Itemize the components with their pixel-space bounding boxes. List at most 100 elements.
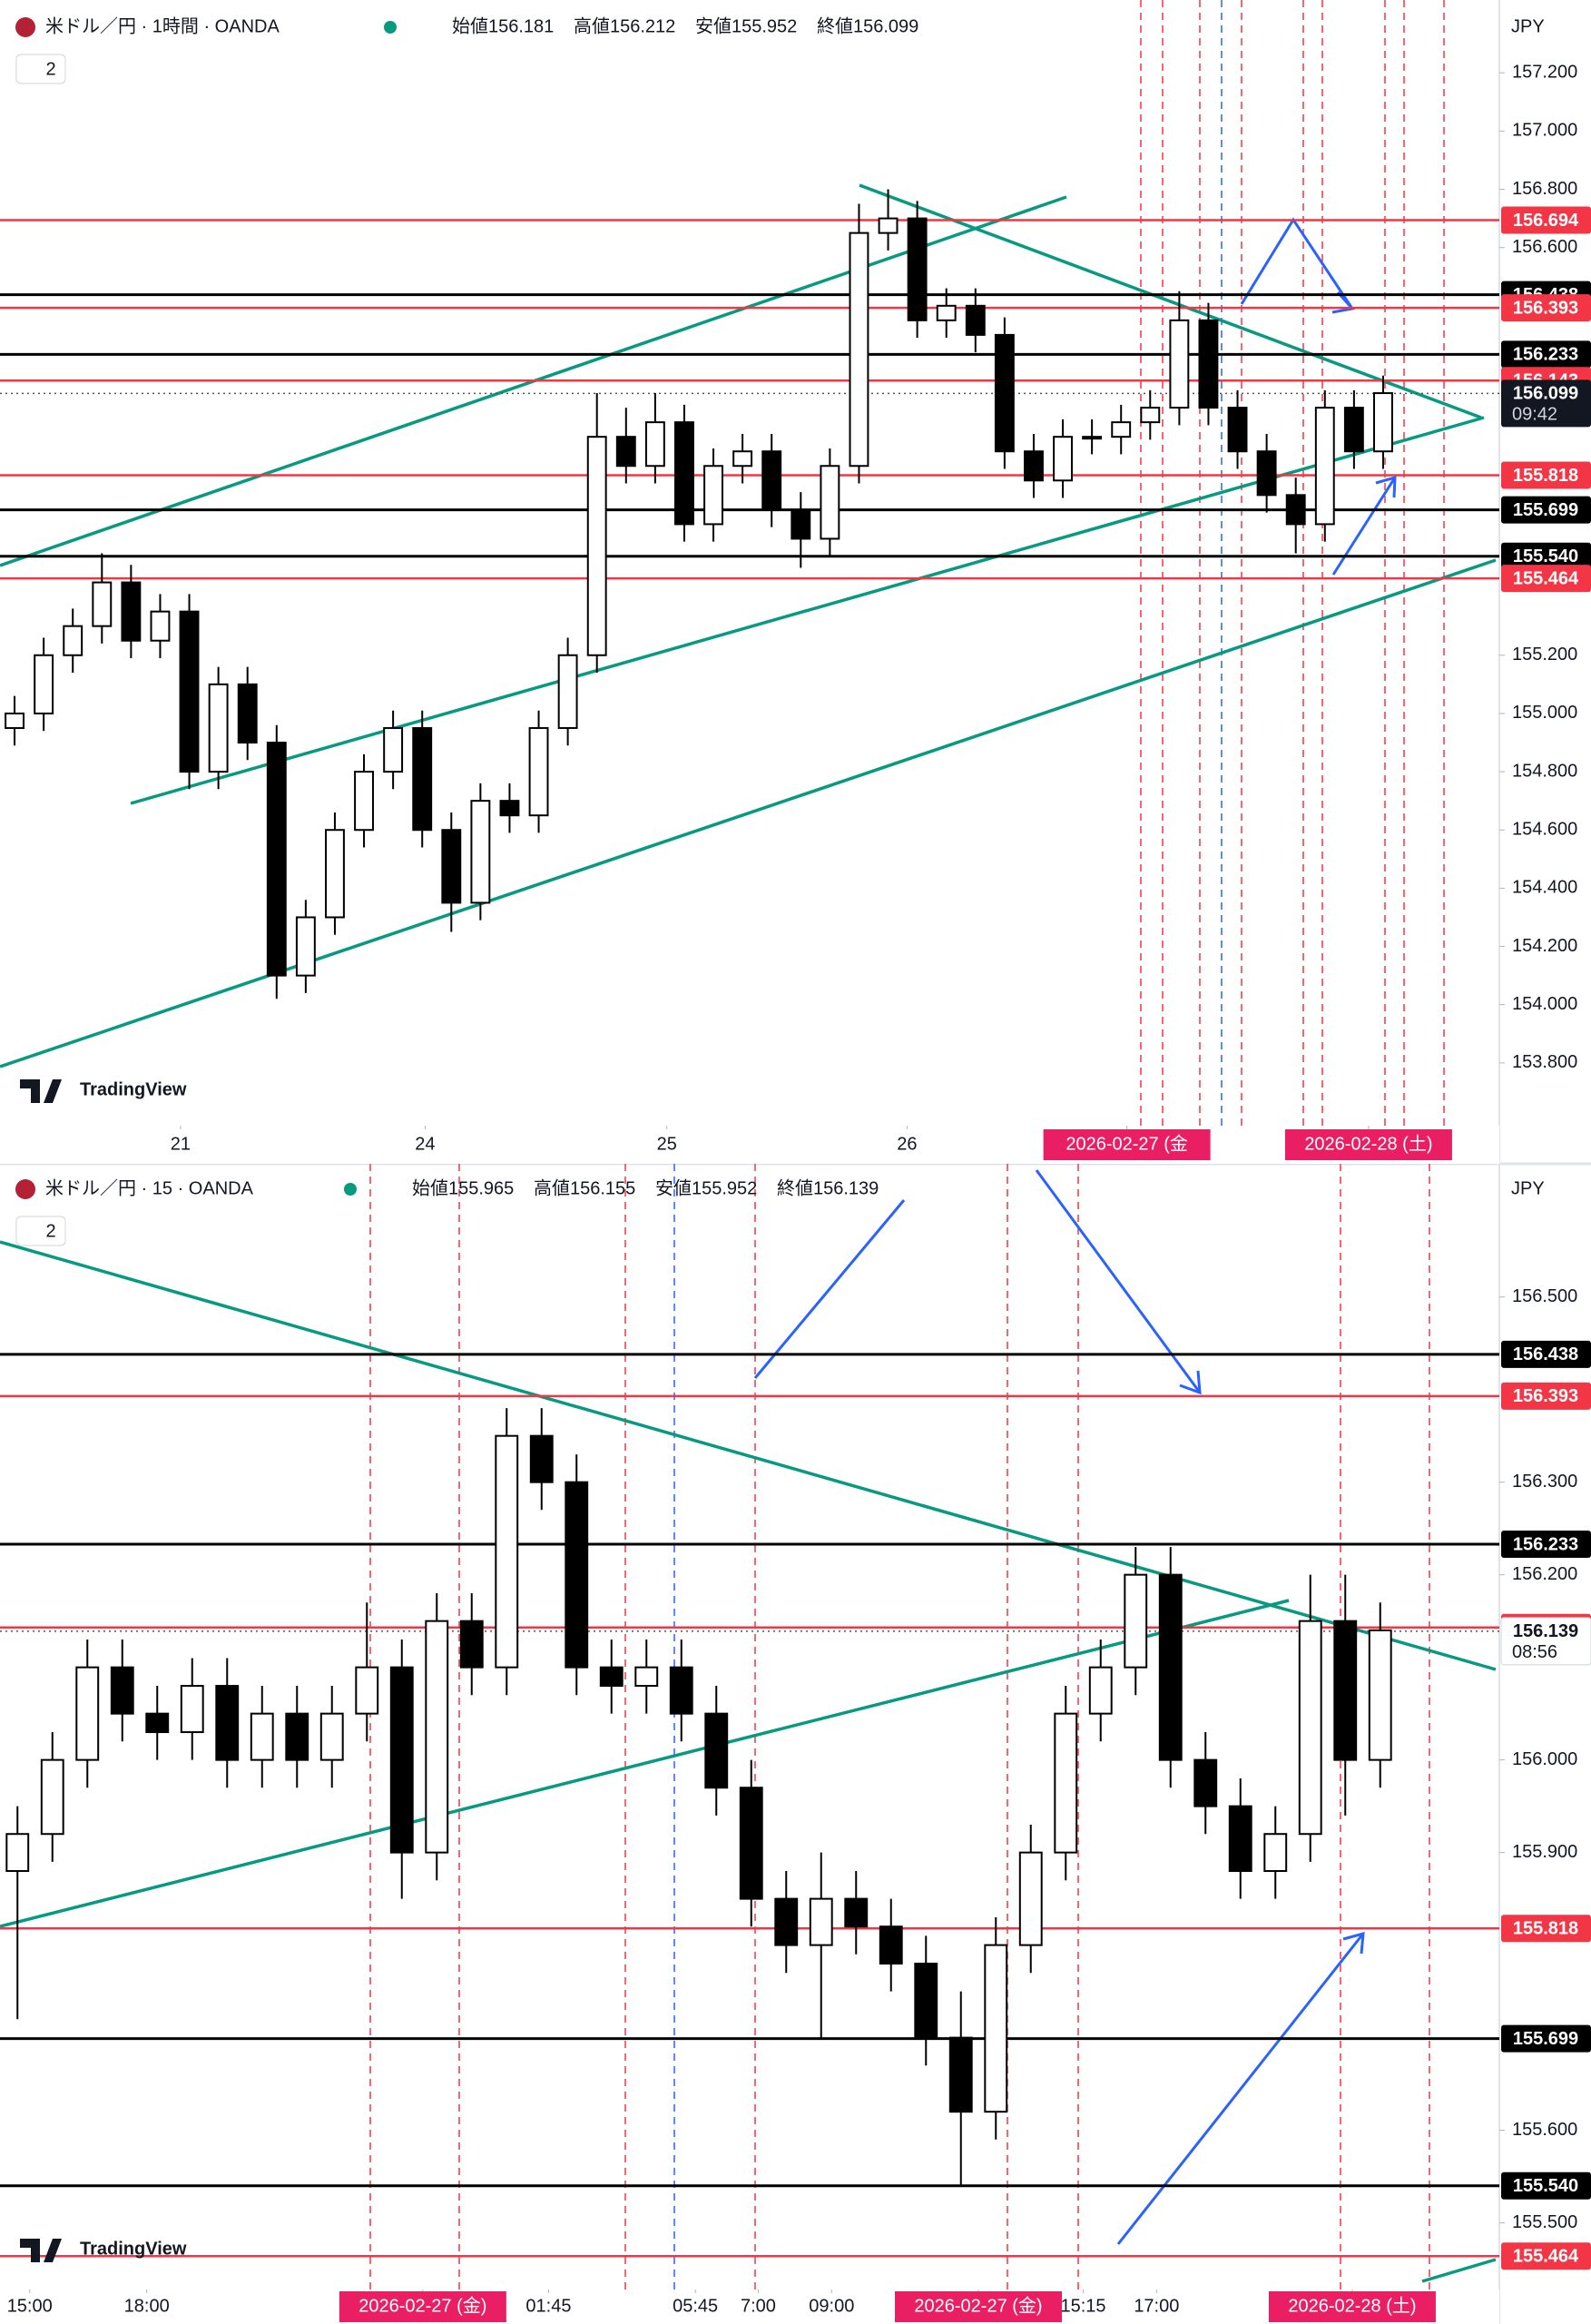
indicator-count[interactable]: 2 [45, 59, 55, 79]
candle-body [5, 1833, 30, 1873]
price-label-box [1501, 565, 1591, 593]
trend-line [859, 183, 1482, 419]
candle-body [914, 1963, 938, 2039]
trend-line [0, 558, 1497, 1068]
x-tick-label: 24 [415, 1134, 435, 1154]
x-tick-label: 15:15 [1060, 2296, 1105, 2316]
candle-body [145, 1712, 170, 1734]
candle-body [383, 726, 404, 773]
arrow [1116, 1933, 1365, 2245]
candle-body [1140, 407, 1161, 424]
candle-body [936, 304, 957, 321]
candle-body [1053, 436, 1073, 482]
x-tick-label: 01:45 [525, 2296, 571, 2316]
candle-body [1368, 1629, 1392, 1761]
arrow [1331, 477, 1397, 576]
y-tick-label: 155.600 [1512, 2120, 1577, 2140]
y-tick-label: 157.200 [1512, 62, 1577, 82]
x-axis-bg [0, 1126, 1499, 1164]
x-tick-label: 26 [897, 1134, 917, 1154]
candle-body [907, 217, 928, 321]
candle-body [1314, 407, 1335, 526]
watermark-logo [20, 1079, 62, 1103]
y-tick-label: 157.000 [1512, 121, 1577, 141]
candles [5, 1408, 1392, 2186]
indicator-count[interactable]: 2 [45, 1221, 55, 1241]
candle-body [63, 625, 83, 656]
watermark-logo [20, 2239, 62, 2262]
candle-body [615, 436, 636, 468]
candle-body [354, 771, 374, 832]
candle-body [644, 421, 665, 468]
candle-body [325, 829, 345, 919]
price-label: 155.699 [1513, 500, 1578, 520]
indicator-toggle[interactable] [15, 1216, 66, 1246]
price-label-box [1501, 461, 1591, 489]
candle-body [761, 450, 782, 511]
candle-body [1024, 450, 1044, 482]
y-tick-label: 154.600 [1512, 820, 1577, 840]
price-label-box [1501, 1915, 1591, 1943]
price-label: 156.233 [1513, 1534, 1578, 1554]
indicator-toggle[interactable] [15, 54, 66, 84]
x-tick-label: 15:00 [7, 2296, 53, 2316]
price-label-box [1501, 1382, 1591, 1410]
candle-body [1198, 319, 1219, 409]
symbol-title: 米ドル／円 · 1時間 · OANDA [45, 15, 280, 36]
candle-body [412, 726, 433, 832]
x-tick-label: 2026-02-28 (土) [1288, 2295, 1416, 2316]
candle-body [121, 581, 142, 642]
price-label-box [1501, 2024, 1591, 2053]
last-price-label: 156.099 [1513, 384, 1578, 404]
ohlc-value: 終値156.139 [777, 1177, 879, 1198]
candle-body [1228, 1805, 1252, 1873]
countdown: 09:42 [1512, 405, 1557, 425]
candle-body [110, 1666, 134, 1715]
market-status [384, 21, 397, 34]
candle-body [34, 654, 54, 714]
y-tick-label: 156.200 [1512, 1564, 1577, 1584]
candle-body [844, 1897, 869, 1928]
candle-body [1193, 1758, 1218, 1807]
candle-body [208, 683, 229, 773]
candle-body [1111, 421, 1132, 438]
price-label-box [1501, 1340, 1591, 1368]
ohlc-value: 安値155.952 [655, 1177, 757, 1198]
price-label-box [1501, 542, 1591, 570]
symbol-flag [15, 17, 35, 37]
candle-body [809, 1897, 833, 1946]
x-tick-box [1043, 1129, 1211, 1160]
x-tick-box [1284, 1129, 1452, 1160]
price-label: 155.540 [1513, 2176, 1578, 2196]
candle-body [495, 1434, 519, 1669]
candle-body [732, 450, 753, 468]
candle-body [319, 1712, 344, 1761]
price-label-box [1501, 340, 1591, 369]
candle-body [92, 581, 113, 627]
candle-body [499, 800, 520, 817]
x-tick-label: 2026-02-27 (金) [358, 2295, 486, 2316]
candle-body [441, 829, 462, 904]
candle-body [791, 508, 811, 540]
candle-body [389, 1666, 414, 1854]
last-price-box [1501, 379, 1591, 428]
candle-body [984, 1944, 1008, 2113]
candle-body [557, 654, 578, 729]
candle-body [355, 1666, 379, 1715]
x-tick-label: 05:45 [673, 2296, 718, 2316]
last-price-label: 156.139 [1513, 1621, 1578, 1641]
y-tick-label: 155.000 [1512, 703, 1577, 723]
candle-body [774, 1897, 799, 1946]
currency: JPY [1511, 1178, 1545, 1198]
ohlc-value: 始値155.965 [412, 1177, 514, 1198]
candle-body [1082, 436, 1103, 440]
x-tick-label: 2026-02-28 (土) [1304, 1133, 1432, 1154]
candle-body [295, 916, 316, 977]
y-tick-label: 154.200 [1512, 936, 1577, 956]
candle-body [1333, 1620, 1358, 1761]
candle-body [820, 465, 840, 540]
price-label: 156.393 [1513, 1386, 1578, 1406]
y-tick-label: 155.500 [1512, 2212, 1577, 2232]
trend-line [0, 1599, 1290, 1928]
